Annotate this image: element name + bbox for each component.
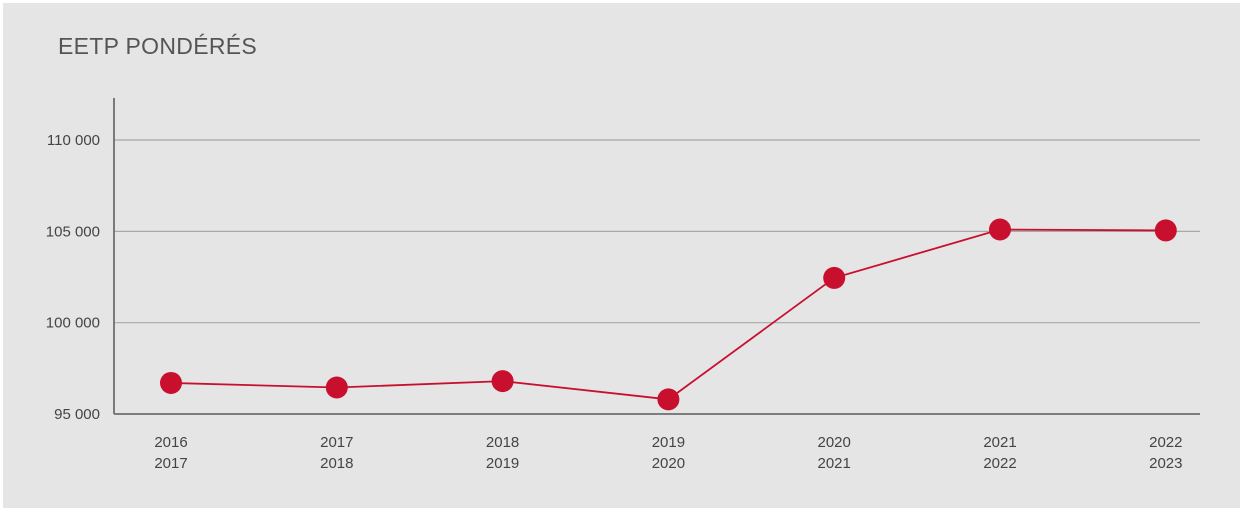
- x-tick-label: 2021 2022: [983, 434, 1016, 472]
- data-point: [823, 266, 846, 289]
- data-point: [325, 376, 348, 399]
- x-tick-label: 2016 2017: [154, 434, 187, 472]
- chart-panel: EETP PONDÉRÉS: [3, 3, 1240, 508]
- y-tick-label: 100 000: [46, 315, 100, 332]
- x-tick-labels: 2016 2017 2017 2018 2018 2019 2019 2020 2020 2021…: [154, 434, 1182, 472]
- x-tick-label: 2018 2019: [486, 434, 519, 472]
- chart-title: EETP PONDÉRÉS: [58, 33, 258, 59]
- x-tick-label: 2022 2023: [1149, 434, 1182, 472]
- y-tick-labels: 95 000 100 000 105 000 110 000: [46, 132, 100, 423]
- data-point: [491, 370, 514, 393]
- y-tick-label: 110 000: [47, 132, 100, 149]
- x-tick-label: 2020 2021: [818, 434, 851, 472]
- gridlines: [114, 139, 1200, 324]
- y-tick-label: 105 000: [46, 223, 100, 240]
- data-point: [160, 371, 182, 394]
- series: [160, 218, 1177, 411]
- data-point: [1154, 219, 1177, 242]
- data-point: [657, 388, 680, 411]
- axes: [113, 98, 1200, 415]
- series-line: [170, 228, 1166, 401]
- x-tick-label: 2017 2018: [320, 434, 353, 472]
- y-tick-label: 95 000: [54, 406, 100, 423]
- x-tick-label: 2019 2020: [652, 434, 685, 472]
- data-point: [989, 218, 1011, 241]
